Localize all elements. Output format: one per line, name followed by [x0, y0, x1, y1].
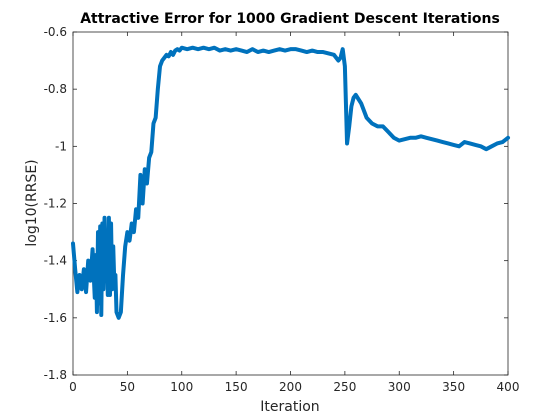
x-tick-label: 50: [120, 380, 135, 394]
x-axis-label: Iteration: [260, 399, 319, 415]
y-ticks: -1.8 -1.6 -1.4 -1.2 -1 -0.8 -0.6: [44, 25, 508, 382]
y-tick-label: -1: [55, 139, 67, 153]
axes-box: [72, 31, 509, 376]
chart-title: Attractive Error for 1000 Gradient Desce…: [80, 11, 500, 27]
y-tick-label: -1.6: [44, 311, 67, 325]
x-tick-label: 300: [388, 380, 411, 394]
y-tick-label: -0.6: [44, 25, 67, 39]
y-tick-label: -1.4: [44, 254, 67, 268]
x-tick-label: 400: [497, 380, 520, 394]
series-line: [71, 45, 510, 320]
x-tick-label: 0: [69, 380, 77, 394]
x-tick-label: 250: [333, 380, 356, 394]
y-tick-label: -0.8: [44, 82, 67, 96]
x-tick-label: 350: [442, 380, 465, 394]
x-ticks: 0 50 100 150 200 250 300 350 400: [69, 32, 519, 394]
y-tick-label: -1.2: [44, 197, 67, 211]
x-tick-label: 100: [170, 380, 193, 394]
x-tick-label: 200: [279, 380, 302, 394]
y-axis-label: log10(RRSE): [24, 159, 40, 246]
x-tick-label: 150: [225, 380, 248, 394]
plot-area: [72, 31, 509, 376]
y-tick-label: -1.8: [44, 368, 67, 382]
